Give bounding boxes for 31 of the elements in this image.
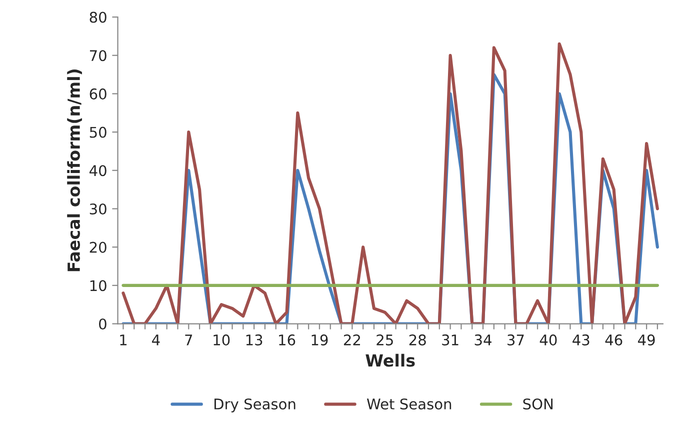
x-tick-label: 19 [312,334,328,346]
y-tick-label: 70 [90,50,106,62]
y-tick-label: 30 [90,203,106,214]
x-tick-label: 16 [279,334,296,346]
x-tick-label: 40 [540,334,557,346]
x-tick-label: 46 [605,334,622,346]
x-tick-label: 37 [508,334,524,346]
x-tick-label: 28 [409,334,426,346]
x-axis-title: Wells [366,354,415,367]
x-tick-label: 4 [152,334,160,346]
x-tick-label: 1 [120,334,127,346]
legend-label: SON [523,398,553,410]
x-tick-label: 13 [246,334,262,346]
y-tick-label: 50 [90,126,106,138]
legend-label: Dry Season [214,398,296,412]
y-axis-title: Faecal colliform(n/ml) [67,70,82,272]
y-tick-label: 40 [90,165,106,176]
x-tick-label: 34 [474,334,492,346]
legend-label: Wet Season [366,398,452,410]
y-tick-label: 0 [99,318,106,330]
x-tick-label: 43 [572,334,590,346]
y-tick-label: 80 [90,12,106,23]
x-tick-label: 7 [185,334,192,346]
y-tick-label: 20 [90,242,106,253]
x-tick-label: 25 [376,334,393,346]
x-tick-label: 49 [638,334,655,346]
y-tick-label: 60 [90,88,106,100]
x-tick-label: 22 [344,334,360,346]
x-tick-label: 10 [214,334,230,346]
x-tick-label: 31 [442,334,458,346]
y-tick-label: 10 [90,280,106,292]
